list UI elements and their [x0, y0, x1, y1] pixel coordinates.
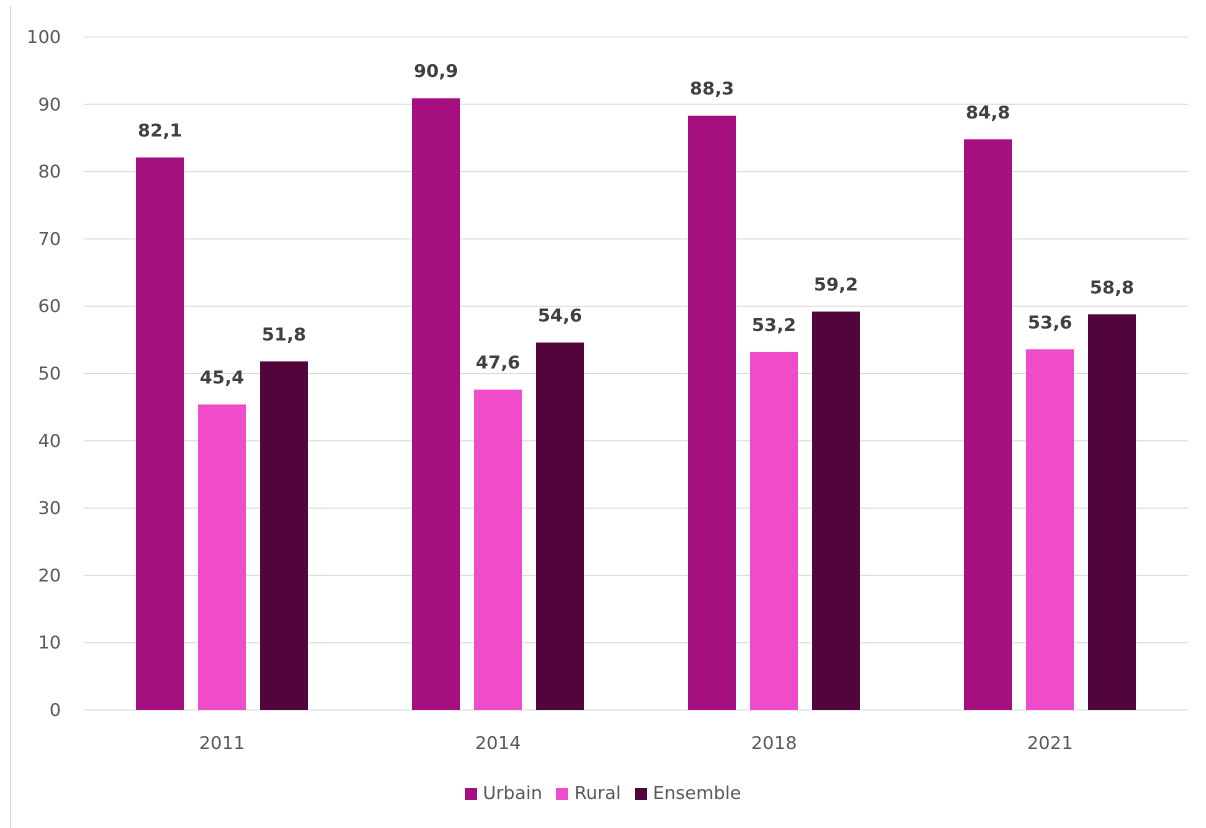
legend-swatch [464, 787, 477, 800]
x-tick-label: 2014 [475, 733, 521, 754]
legend-swatch [556, 787, 569, 800]
y-tick-label: 40 [38, 431, 61, 452]
data-label-ensemble-2021: 58,8 [1090, 277, 1134, 298]
bar-rural-2021 [1026, 349, 1074, 710]
bar-ensemble-2018 [812, 311, 860, 710]
bar-ensemble-2014 [536, 342, 584, 710]
y-tick-label: 10 [38, 633, 61, 654]
x-tick-label: 2021 [1027, 733, 1073, 754]
data-label-ensemble-2014: 54,6 [538, 306, 582, 327]
legend-label: Ensemble [652, 783, 742, 804]
y-tick-label: 80 [38, 162, 61, 183]
gridlines [84, 36, 1188, 711]
legend-label: Rural [574, 783, 621, 804]
y-tick-label: 70 [38, 229, 61, 250]
y-tick-label: 90 [38, 94, 61, 115]
x-axis-ticks: 2011 2014 2018 2021 [199, 733, 1073, 754]
x-tick-label: 2011 [199, 733, 245, 754]
data-labels: 82,1 45,4 51,8 90,9 47,6 54,6 88,3 53,2 59,2 84,8… [138, 61, 1134, 388]
y-tick-label: 50 [38, 364, 61, 385]
y-tick-label: 0 [50, 700, 61, 721]
legend-item-urbain: Urbain [464, 783, 543, 804]
legend-swatch [634, 787, 647, 800]
data-label-urbain-2011: 82,1 [138, 120, 182, 141]
legend: Urbain Rural Ensemble [0, 783, 1206, 804]
bar-ensemble-2011 [260, 361, 308, 710]
data-label-ensemble-2011: 51,8 [262, 324, 306, 345]
bar-rural-2018 [750, 351, 798, 710]
bar-ensemble-2021 [1088, 314, 1136, 710]
data-label-rural-2014: 47,6 [476, 353, 520, 374]
y-tick-label: 30 [38, 498, 61, 519]
legend-item-rural: Rural [556, 783, 621, 804]
x-tick-label: 2018 [751, 733, 797, 754]
data-label-rural-2021: 53,6 [1028, 312, 1072, 333]
y-tick-label: 20 [38, 565, 61, 586]
bar-rural-2011 [198, 404, 246, 710]
bar-urbain-2011 [136, 157, 184, 711]
chart-frame [10, 6, 1205, 828]
y-tick-label: 60 [38, 296, 61, 317]
y-axis-ticks: 0 10 20 30 40 50 60 70 80 90 100 [27, 27, 61, 721]
bar-urbain-2018 [688, 115, 736, 711]
data-label-ensemble-2018: 59,2 [814, 275, 858, 296]
legend-label: Urbain [482, 783, 543, 804]
data-label-urbain-2018: 88,3 [690, 79, 734, 100]
data-label-urbain-2021: 84,8 [966, 102, 1010, 123]
bar-rural-2014 [474, 389, 522, 710]
y-tick-label: 100 [27, 27, 61, 48]
bar-urbain-2021 [964, 139, 1012, 710]
data-label-rural-2018: 53,2 [752, 315, 796, 336]
bar-urbain-2014 [412, 98, 460, 711]
bars [136, 98, 1136, 711]
legend-item-ensemble: Ensemble [634, 783, 742, 804]
data-label-urbain-2014: 90,9 [414, 61, 458, 82]
data-label-rural-2011: 45,4 [200, 367, 244, 388]
